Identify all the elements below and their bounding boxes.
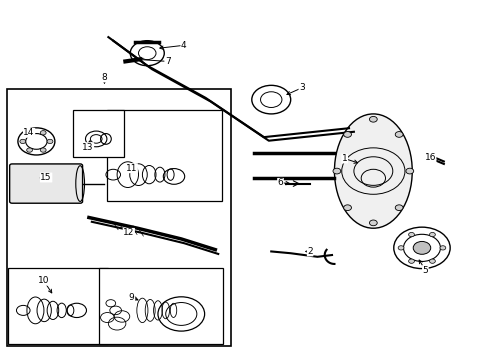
Circle shape bbox=[40, 148, 46, 152]
Bar bbox=[99, 267, 222, 344]
Circle shape bbox=[428, 259, 434, 263]
Circle shape bbox=[394, 205, 402, 211]
Circle shape bbox=[40, 131, 46, 135]
Circle shape bbox=[27, 131, 32, 135]
Ellipse shape bbox=[334, 114, 411, 228]
Text: 4: 4 bbox=[181, 41, 186, 50]
Text: 2: 2 bbox=[306, 247, 312, 256]
Text: 12: 12 bbox=[123, 228, 134, 237]
Circle shape bbox=[369, 116, 376, 122]
Circle shape bbox=[412, 242, 430, 254]
Text: 3: 3 bbox=[298, 83, 304, 92]
Circle shape bbox=[47, 139, 53, 144]
Bar bbox=[107, 111, 221, 202]
Text: 9: 9 bbox=[128, 293, 134, 302]
Text: 14: 14 bbox=[23, 129, 35, 138]
Circle shape bbox=[343, 205, 351, 211]
Circle shape bbox=[408, 233, 414, 237]
Circle shape bbox=[27, 148, 32, 152]
Text: 5: 5 bbox=[422, 266, 427, 275]
Circle shape bbox=[428, 233, 434, 237]
Circle shape bbox=[332, 168, 340, 174]
Text: 1: 1 bbox=[341, 154, 347, 163]
Circle shape bbox=[394, 132, 402, 137]
FancyBboxPatch shape bbox=[10, 164, 82, 203]
Text: 13: 13 bbox=[82, 143, 94, 152]
Text: 8: 8 bbox=[102, 73, 107, 82]
Circle shape bbox=[397, 246, 403, 250]
Text: 6: 6 bbox=[277, 178, 283, 187]
Bar bbox=[73, 111, 124, 157]
Circle shape bbox=[343, 132, 351, 137]
Bar bbox=[7, 89, 230, 346]
Text: 15: 15 bbox=[41, 173, 52, 182]
Circle shape bbox=[408, 259, 414, 263]
Text: 7: 7 bbox=[164, 57, 170, 66]
Text: 11: 11 bbox=[126, 164, 137, 173]
Circle shape bbox=[369, 220, 376, 226]
Circle shape bbox=[439, 246, 445, 250]
Text: 16: 16 bbox=[424, 153, 435, 162]
Circle shape bbox=[20, 139, 26, 144]
Circle shape bbox=[405, 168, 413, 174]
Text: 10: 10 bbox=[38, 276, 49, 285]
Bar bbox=[8, 267, 108, 344]
